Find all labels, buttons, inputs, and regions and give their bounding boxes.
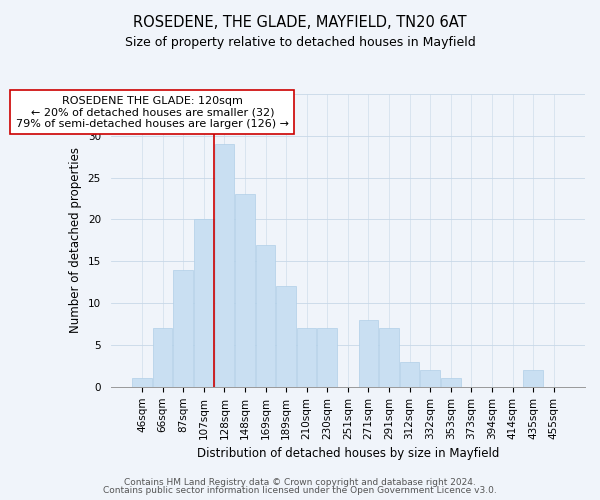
Bar	[379, 328, 399, 387]
Text: Contains HM Land Registry data © Crown copyright and database right 2024.: Contains HM Land Registry data © Crown c…	[124, 478, 476, 487]
Y-axis label: Number of detached properties: Number of detached properties	[69, 148, 82, 334]
Bar	[400, 362, 419, 387]
Bar	[235, 194, 255, 387]
Bar	[441, 378, 461, 387]
X-axis label: Distribution of detached houses by size in Mayfield: Distribution of detached houses by size …	[197, 447, 499, 460]
Bar	[132, 378, 152, 387]
Bar	[194, 220, 214, 387]
Bar	[173, 270, 193, 387]
Text: ROSEDENE, THE GLADE, MAYFIELD, TN20 6AT: ROSEDENE, THE GLADE, MAYFIELD, TN20 6AT	[133, 15, 467, 30]
Bar	[215, 144, 234, 387]
Text: Contains public sector information licensed under the Open Government Licence v3: Contains public sector information licen…	[103, 486, 497, 495]
Text: Size of property relative to detached houses in Mayfield: Size of property relative to detached ho…	[125, 36, 475, 49]
Bar	[277, 286, 296, 387]
Bar	[153, 328, 172, 387]
Text: ROSEDENE THE GLADE: 120sqm
← 20% of detached houses are smaller (32)
79% of semi: ROSEDENE THE GLADE: 120sqm ← 20% of deta…	[16, 96, 289, 129]
Bar	[523, 370, 543, 387]
Bar	[359, 320, 378, 387]
Bar	[297, 328, 316, 387]
Bar	[256, 244, 275, 387]
Bar	[317, 328, 337, 387]
Bar	[421, 370, 440, 387]
